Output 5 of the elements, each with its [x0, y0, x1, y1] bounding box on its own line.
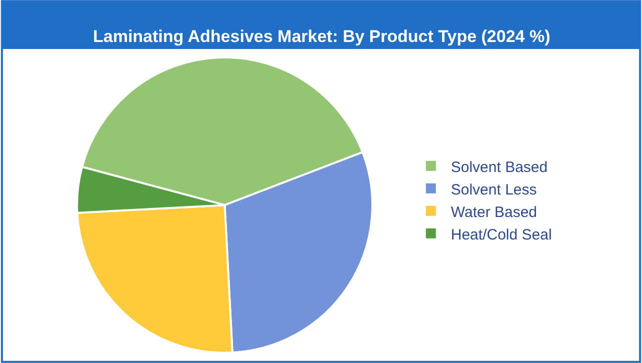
chart-title: Laminating Adhesives Market: By Product Type (2024 %) [93, 27, 550, 46]
legend-label: Heat/Cold Seal [450, 226, 552, 244]
legend-label: Solvent Based [450, 158, 548, 176]
legend-label: Solvent Less [450, 181, 537, 198]
legend-label: Water Based [450, 204, 538, 221]
